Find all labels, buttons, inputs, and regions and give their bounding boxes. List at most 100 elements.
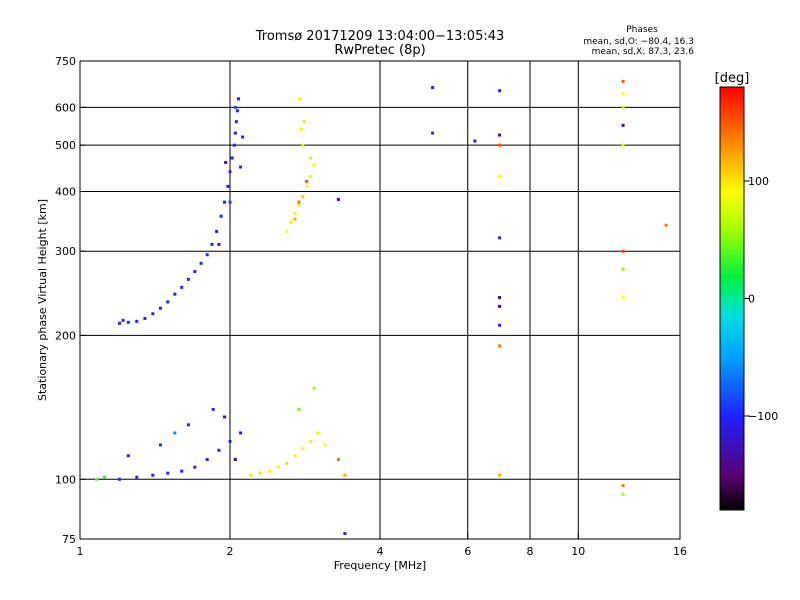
- echo-point: [302, 120, 306, 124]
- y-tick-label: 750: [55, 55, 76, 68]
- x-tick-label: 4: [377, 545, 384, 558]
- echo-point: [498, 473, 502, 477]
- echo-point: [431, 131, 435, 135]
- echo-point: [173, 431, 177, 435]
- echo-point: [305, 179, 309, 183]
- echo-point: [249, 473, 253, 477]
- echo-point: [285, 461, 289, 465]
- echo-point: [217, 448, 221, 452]
- echo-point: [217, 242, 221, 246]
- echo-point: [343, 473, 347, 477]
- echo-point: [316, 431, 320, 435]
- chart-title: Tromsø 20171209 13:04:00−13:05:43: [255, 29, 505, 44]
- chart-subtitle: RwPretec (8p): [334, 43, 425, 58]
- y-tick-label: 300: [55, 245, 76, 258]
- echo-point: [215, 229, 219, 233]
- echo-point: [297, 203, 301, 207]
- echo-point: [193, 270, 197, 274]
- echo-point: [498, 304, 502, 308]
- echo-point: [498, 143, 502, 147]
- echo-point: [151, 473, 155, 477]
- echo-point: [308, 174, 312, 178]
- phase-legend-title: Phases: [626, 25, 658, 35]
- echo-point: [293, 211, 297, 215]
- echo-point: [186, 423, 190, 427]
- x-tick-label: 8: [527, 545, 534, 558]
- echo-point: [233, 131, 237, 135]
- echo-point: [258, 471, 262, 475]
- echo-point: [498, 323, 502, 327]
- colorbar-ticks: −100 0 100: [744, 175, 778, 423]
- echo-point: [312, 386, 316, 390]
- echo-point: [312, 163, 316, 167]
- x-tick-label: 10: [571, 545, 585, 558]
- echo-point: [293, 217, 297, 221]
- echo-point: [228, 170, 232, 174]
- echo-point: [621, 105, 625, 109]
- echo-point: [210, 242, 214, 246]
- echo-point: [293, 454, 297, 458]
- gridlines: [80, 61, 680, 539]
- echo-point: [621, 123, 625, 127]
- echo-point: [323, 443, 327, 447]
- echo-point: [180, 285, 184, 289]
- echo-point: [498, 89, 502, 93]
- echo-point: [180, 469, 184, 473]
- echo-point: [498, 133, 502, 137]
- echo-point: [343, 532, 347, 536]
- echo-point: [285, 229, 289, 233]
- echo-point: [241, 135, 245, 139]
- echo-point: [267, 469, 271, 473]
- phase-legend-x: mean, sd,X: 87.3, 23.6: [592, 47, 695, 57]
- echo-point: [117, 321, 121, 325]
- plot-area: 1 2 4 6 8 10 16 75 100 200 300 400 500 600 750: [55, 55, 687, 558]
- echo-point: [135, 475, 139, 479]
- echo-point: [205, 253, 209, 257]
- echo-point: [232, 143, 236, 147]
- x-tick-label: 16: [673, 545, 687, 558]
- echo-point: [117, 477, 121, 481]
- x-tick-label: 6: [464, 545, 471, 558]
- echo-point: [224, 160, 228, 164]
- echo-point: [223, 200, 227, 204]
- echo-point: [236, 97, 240, 101]
- y-tick-label: 100: [55, 473, 76, 486]
- echo-point: [276, 465, 280, 469]
- echo-point: [289, 220, 293, 224]
- echo-point: [621, 484, 625, 488]
- y-tick-label: 400: [55, 185, 76, 198]
- echo-point: [301, 195, 305, 199]
- echo-point: [621, 492, 625, 496]
- echo-point: [234, 120, 238, 124]
- echo-point: [235, 109, 239, 113]
- echo-point: [166, 471, 170, 475]
- echo-point: [233, 105, 237, 109]
- echo-point: [308, 156, 312, 160]
- echo-point: [173, 292, 177, 296]
- colorbar-gradient: [719, 86, 745, 511]
- echo-point: [226, 184, 230, 188]
- phase-colorbar: [deg] −100 0 100: [715, 71, 778, 511]
- echo-point: [305, 184, 309, 188]
- echo-point: [158, 306, 162, 310]
- echo-point: [121, 318, 125, 322]
- y-tick-label: 200: [55, 329, 76, 342]
- x-axis-label: Frequency [MHz]: [334, 559, 426, 572]
- phase-legend-o: mean, sd,O: −80.4, 16.3: [583, 37, 694, 47]
- colorbar-tick-label: 100: [748, 175, 769, 188]
- echo-point: [308, 439, 312, 443]
- echo-point: [143, 316, 147, 320]
- echo-point: [233, 457, 237, 461]
- echo-point: [239, 165, 243, 169]
- x-tick-label: 1: [77, 545, 84, 558]
- y-tick-label: 75: [62, 533, 76, 546]
- echo-point: [336, 457, 340, 461]
- y-tick-label: 600: [55, 101, 76, 114]
- echo-point: [298, 97, 302, 101]
- echo-point: [498, 344, 502, 348]
- echo-point: [621, 249, 625, 253]
- echo-point: [621, 143, 625, 147]
- echo-point: [228, 439, 232, 443]
- y-axis-ticks: 75 100 200 300 400 500 600 750: [55, 55, 86, 546]
- echo-point: [431, 86, 435, 90]
